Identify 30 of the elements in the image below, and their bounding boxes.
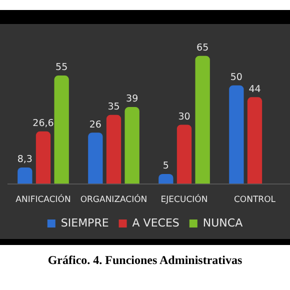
data-label: 39 <box>126 94 138 105</box>
bar <box>158 174 174 184</box>
x-tick-label: ANIFICACIÓN <box>16 194 71 206</box>
bar <box>247 97 262 184</box>
data-label: 65 <box>196 42 209 54</box>
legend-label: SIEMPRE <box>60 216 109 230</box>
legend-label: A VECES <box>132 216 180 230</box>
data-label: 8,3 <box>17 154 32 166</box>
bar <box>88 132 103 184</box>
bar <box>195 56 210 184</box>
bar <box>106 114 122 184</box>
bar <box>229 85 244 184</box>
data-label: 30 <box>178 111 190 122</box>
data-label: 35 <box>108 102 120 113</box>
data-label: 5 <box>162 160 169 172</box>
data-label: 44 <box>248 84 261 95</box>
x-tick-label: ORGANIZACIÓN <box>80 194 148 206</box>
data-label: 26 <box>89 119 102 130</box>
text: Gráfico. 4. Funciones Administrativas <box>46 253 244 268</box>
legend-label: NUNCA <box>202 216 244 230</box>
x-tick-label: CONTROL <box>234 195 276 206</box>
bar <box>54 76 69 184</box>
x-tick-label: EJECUCIÓN <box>160 194 208 206</box>
bar <box>124 107 140 184</box>
bar <box>36 131 51 184</box>
bar <box>176 124 192 184</box>
data-label: 50 <box>230 72 242 84</box>
data-label: 26,6 <box>32 118 54 130</box>
bar <box>18 167 32 184</box>
data-label: 55 <box>56 62 68 74</box>
